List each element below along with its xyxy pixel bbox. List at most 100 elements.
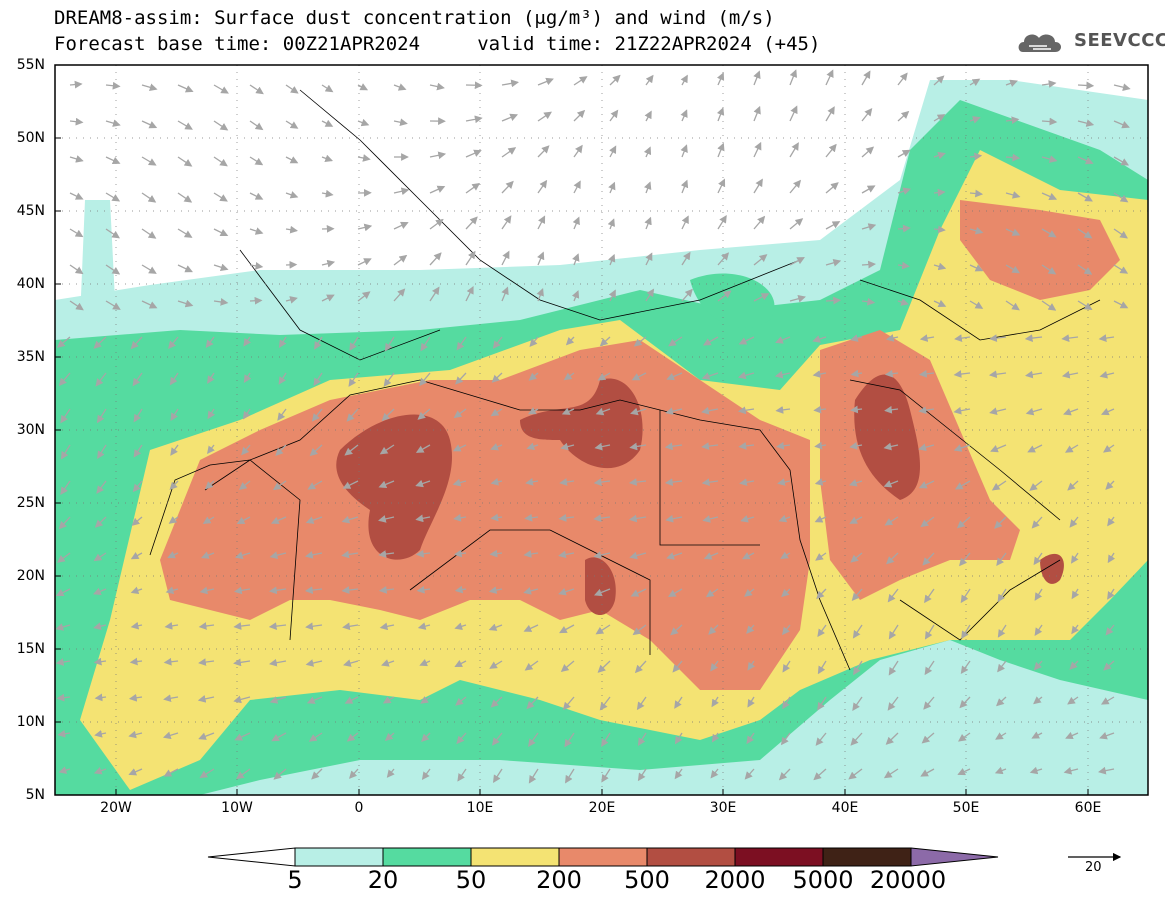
lon-label: 60E <box>1074 800 1102 816</box>
wind-arrow <box>739 478 755 487</box>
wind-arrow <box>883 480 899 488</box>
wind-arrow <box>141 83 158 92</box>
wind-arrow <box>199 586 215 595</box>
wind-arrow <box>630 588 647 597</box>
wind-arrow <box>357 223 373 232</box>
wind-arrow <box>996 552 1007 567</box>
wind-arrow <box>632 624 647 636</box>
lon-label: 40E <box>831 800 859 816</box>
wind-arrow <box>489 660 503 669</box>
wind-arrow <box>861 260 876 269</box>
wind-arrow <box>429 185 446 194</box>
wind-arrow <box>163 657 179 666</box>
wind-arrow <box>852 624 863 639</box>
wind-arrow <box>429 252 442 266</box>
wind-arrow <box>933 299 947 307</box>
wind-arrow <box>131 516 143 526</box>
wind-arrow <box>558 514 575 522</box>
wind-arrow <box>528 732 539 747</box>
wind-arrow <box>737 406 755 415</box>
wind-arrow <box>817 624 827 638</box>
wind-arrow <box>599 696 611 711</box>
wind-arrow <box>1099 732 1115 740</box>
wind-arrow <box>207 372 215 384</box>
wind-arrow <box>275 444 287 457</box>
wind-arrow <box>861 223 877 231</box>
wind-arrow <box>202 516 215 524</box>
wind-arrow <box>243 372 252 384</box>
wind-arrow <box>378 480 395 489</box>
wind-arrow <box>956 516 971 529</box>
wind-arrow <box>415 514 431 523</box>
wind-arrow <box>105 81 121 90</box>
wind-arrow <box>815 552 827 561</box>
wind-arrow <box>969 152 983 161</box>
wind-arrow <box>526 442 539 451</box>
wind-arrow <box>58 372 71 387</box>
wind-arrow <box>634 660 647 674</box>
wind-arrow <box>69 155 84 163</box>
wind-arrow <box>69 192 84 200</box>
wind-arrow <box>429 218 444 230</box>
wind-arrow <box>595 624 611 635</box>
wind-arrow <box>637 732 647 747</box>
wind-arrow <box>559 478 575 486</box>
wind-arrow <box>393 288 406 302</box>
wind-arrow <box>419 658 431 667</box>
wind-arrow <box>813 405 827 414</box>
wind-arrow <box>717 214 727 230</box>
wind-arrow <box>1005 116 1020 125</box>
wind-arrow <box>954 480 971 490</box>
wind-arrow <box>105 228 120 239</box>
wind-arrow <box>269 551 287 559</box>
wind-arrow <box>269 696 287 704</box>
wind-arrow <box>997 588 1007 603</box>
wind-arrow <box>170 444 179 456</box>
wind-arrow <box>382 696 395 704</box>
wind-arrow <box>1067 696 1079 705</box>
wind-arrow <box>1098 766 1115 775</box>
wind-arrow <box>277 408 287 421</box>
wind-arrow <box>778 768 791 781</box>
wind-arrow <box>141 120 158 129</box>
wind-arrow <box>594 442 611 451</box>
wind-arrow <box>1101 408 1115 416</box>
wind-arrow <box>321 259 336 268</box>
wind-arrow <box>1031 731 1043 739</box>
wind-arrow <box>997 624 1007 638</box>
wind-arrow <box>1005 191 1021 199</box>
wind-arrow <box>597 372 611 381</box>
wind-arrow <box>994 766 1007 775</box>
wind-arrow <box>888 624 899 640</box>
colorbar-label: 50 <box>455 866 487 894</box>
wind-arrow <box>69 117 84 126</box>
wind-arrow <box>774 370 791 379</box>
wind-arrow <box>501 250 510 266</box>
wind-arrow <box>285 156 299 164</box>
wind-arrow <box>60 480 71 495</box>
wind-arrow <box>740 515 755 523</box>
wind-arrow <box>644 216 652 230</box>
wind-arrow <box>199 768 215 779</box>
wind-arrow <box>357 154 371 162</box>
wind-arrow <box>198 658 215 666</box>
wind-arrow <box>1107 588 1115 600</box>
wind-arrow <box>348 372 359 387</box>
wind-arrow <box>305 516 323 524</box>
colorbar-label: 500 <box>624 866 670 894</box>
wind-arrow <box>565 768 575 784</box>
wind-arrow <box>883 442 899 451</box>
wind-arrow <box>778 514 791 523</box>
wind-arrow <box>558 550 575 559</box>
wind-arrow <box>524 513 539 522</box>
wind-arrow <box>1063 766 1079 775</box>
wind-arrow <box>1024 334 1043 342</box>
wind-arrow <box>920 516 935 528</box>
wind-arrow <box>1069 516 1079 528</box>
wind-arrow <box>989 334 1007 342</box>
wind-arrow <box>817 696 827 711</box>
wind-arrow <box>321 154 334 163</box>
wind-arrow <box>781 588 791 598</box>
wind-arrow <box>1105 480 1115 490</box>
wind-arrow <box>93 552 107 562</box>
